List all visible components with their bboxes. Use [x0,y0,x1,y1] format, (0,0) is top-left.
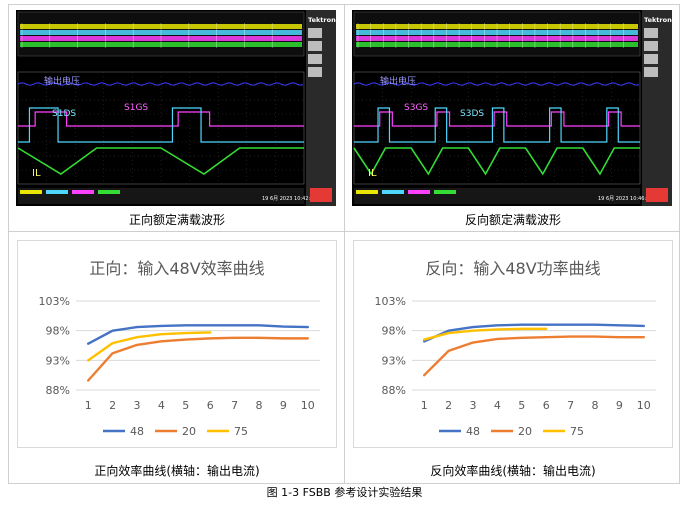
trace-output-voltage [353,82,640,86]
caption-reverse-waveform: 反向额定满载波形 [464,213,561,227]
scope-timestamp: 19 6月 2023 10:46:41 [598,196,653,202]
scope-channel-tag [20,190,42,194]
x-tick-label: 9 [616,399,623,412]
y-tick-label: 98% [382,325,406,338]
scope-canvas: Tektronix 输出电压 S1GS S1DS IL 19 6月 2023 10:42:… [17,10,336,206]
scope-channel-tag [434,190,456,194]
efficiency-chart-forward: 正向：输入48V效率曲线 88% 93% 98% 103% 1 2 3 4 5 6 7 8 9 10 48 2… [17,240,337,448]
series-line-48 [422,323,645,343]
x-tick-label: 4 [494,399,501,412]
x-tick-label: 4 [158,399,165,412]
trace-gate [354,111,640,127]
series-line-48 [86,324,309,345]
caption-forward-waveform: 正向额定满载波形 [128,213,225,227]
x-tick-label: 8 [592,399,599,412]
x-tick-label: 7 [567,399,574,412]
scope-menu-button [644,41,658,51]
x-tick-label: 7 [231,399,238,412]
trace-drain-source [354,107,640,143]
legend-label-48: 48 [466,425,480,438]
scope-timestamp: 19 6月 2023 10:42:47 [262,196,317,202]
y-tick-label: 103% [39,295,70,308]
x-tick-label: 1 [85,399,92,412]
x-tick-label: 1 [421,399,428,412]
x-tick-label: 5 [182,399,189,412]
trace-drain-source [18,107,304,143]
scope-channel-tag [408,190,430,194]
trace-inductor-current [17,147,304,175]
scope-stop-indicator [310,188,332,202]
scope-side-panel [306,10,336,206]
x-tick-label: 6 [207,399,214,412]
chart-title: 反向：输入48V功率曲线 [425,259,601,278]
scope-stop-indicator [646,188,668,202]
scope-brand: Tektronix [644,16,672,24]
scope-brand: Tektronix [308,16,336,24]
x-tick-label: 10 [637,399,651,412]
label-inductor-current: IL [368,168,377,179]
label-inductor-current: IL [32,168,41,179]
legend-label-75: 75 [570,425,584,438]
y-tick-label: 93% [46,354,70,367]
scope-canvas: Tektronix 输出电压 S3GS S3DS IL 19 6月 2023 10:46:… [353,10,672,206]
x-tick-label: 2 [109,399,116,412]
scope-screenshot-reverse: Tektronix 输出电压 S3GS S3DS IL 19 6月 2023 10:46:… [352,10,672,206]
scope-side-panel [642,10,672,206]
figure-caption: 图 1-3 FSBB 参考设计实验结果 [266,486,423,499]
x-tick-label: 9 [280,399,287,412]
x-tick-label: 5 [518,399,525,412]
series-line-20 [422,335,645,377]
scope-channel-tag [382,190,404,194]
scope-menu-button [308,28,322,38]
trace-gate [18,111,304,127]
caption-forward-efficiency: 正向效率曲线(横轴：输出电流) [94,464,260,478]
scope-menu-button [308,67,322,77]
figure: Tektronix 输出电压 S1GS S1DS IL 19 6月 2023 10:42:… [8,4,680,484]
y-tick-label: 93% [382,354,406,367]
x-tick-label: 6 [543,399,550,412]
series-line-75 [86,331,212,362]
scope-screenshot-forward: Tektronix 输出电压 S1GS S1DS IL 19 6月 2023 10:42:… [16,10,336,206]
label-drain-source: S1DS [52,109,76,119]
y-tick-label: 103% [375,295,406,308]
legend-label-20: 20 [518,425,532,438]
x-tick-label: 3 [134,399,141,412]
label-gate: S1GS [124,103,148,113]
grid-bottom-right [344,231,680,484]
caption-reverse-efficiency: 反向效率曲线(横轴：输出电流) [430,464,596,478]
x-tick-label: 3 [470,399,477,412]
scope-channel-tag [356,190,378,194]
scope-menu-button [644,54,658,64]
trace-inductor-current [353,147,640,176]
scope-channel-tag [46,190,68,194]
scope-menu-button [308,41,322,51]
scope-channel-tag [72,190,94,194]
x-tick-label: 8 [256,399,263,412]
label-output-voltage: 输出电压 [44,75,80,87]
label-output-voltage: 输出电压 [380,75,416,87]
y-tick-label: 88% [46,384,70,397]
series-line-20 [86,336,309,382]
chart-title: 正向：输入48V效率曲线 [89,259,265,278]
efficiency-chart-reverse: 反向：输入48V功率曲线 88% 93% 98% 103% 1 2 3 4 5 6 7 8 9 10 48 2… [353,240,673,448]
label-gate: S3GS [404,103,428,113]
scope-channel-tag [98,190,120,194]
legend-label-20: 20 [182,425,196,438]
scope-menu-button [308,54,322,64]
y-tick-label: 98% [46,325,70,338]
legend-label-75: 75 [234,425,248,438]
label-drain-source: S3DS [460,109,484,119]
trace-output-voltage [17,82,304,86]
series-line-75 [422,327,548,341]
y-tick-label: 88% [382,384,406,397]
scope-menu-button [644,28,658,38]
x-tick-label: 10 [301,399,315,412]
x-tick-label: 2 [445,399,452,412]
legend-label-48: 48 [130,425,144,438]
scope-menu-button [644,67,658,77]
